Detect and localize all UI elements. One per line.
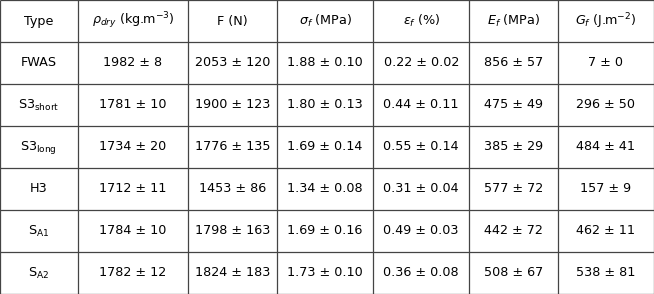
Text: 484 ± 41: 484 ± 41 bbox=[576, 141, 636, 153]
Text: 1453 ± 86: 1453 ± 86 bbox=[199, 183, 266, 196]
Text: 1784 ± 10: 1784 ± 10 bbox=[99, 225, 167, 238]
Text: $\rho_{dry}$ (kg.m$^{-3}$): $\rho_{dry}$ (kg.m$^{-3}$) bbox=[92, 11, 175, 31]
Text: 1776 ± 135: 1776 ± 135 bbox=[195, 141, 271, 153]
Text: 1712 ± 11: 1712 ± 11 bbox=[99, 183, 167, 196]
Text: $G_f$ (J.m$^{-2}$): $G_f$ (J.m$^{-2}$) bbox=[576, 11, 636, 31]
Text: S3$_{\mathregular{long}}$: S3$_{\mathregular{long}}$ bbox=[20, 138, 57, 156]
Text: H3: H3 bbox=[30, 183, 48, 196]
Text: $E_f$ (MPa): $E_f$ (MPa) bbox=[487, 13, 540, 29]
Text: 1982 ± 8: 1982 ± 8 bbox=[103, 56, 163, 69]
Text: 475 ± 49: 475 ± 49 bbox=[484, 98, 543, 111]
Text: 538 ± 81: 538 ± 81 bbox=[576, 266, 636, 280]
Text: 1798 ± 163: 1798 ± 163 bbox=[195, 225, 271, 238]
Text: FWAS: FWAS bbox=[21, 56, 57, 69]
Text: F (N): F (N) bbox=[218, 14, 248, 28]
Text: 0.31 ± 0.04: 0.31 ± 0.04 bbox=[383, 183, 459, 196]
Text: 1.73 ± 0.10: 1.73 ± 0.10 bbox=[287, 266, 363, 280]
Text: 1824 ± 183: 1824 ± 183 bbox=[195, 266, 271, 280]
Text: Type: Type bbox=[24, 14, 54, 28]
Text: 0.49 ± 0.03: 0.49 ± 0.03 bbox=[383, 225, 459, 238]
Text: 1734 ± 20: 1734 ± 20 bbox=[99, 141, 167, 153]
Text: S3$_{\mathregular{short}}$: S3$_{\mathregular{short}}$ bbox=[18, 97, 60, 113]
Text: 1781 ± 10: 1781 ± 10 bbox=[99, 98, 167, 111]
Text: $\varepsilon_f$ (%): $\varepsilon_f$ (%) bbox=[403, 13, 440, 29]
Text: 0.44 ± 0.11: 0.44 ± 0.11 bbox=[383, 98, 459, 111]
Text: S$_{\mathregular{A1}}$: S$_{\mathregular{A1}}$ bbox=[28, 223, 50, 238]
Text: 1.69 ± 0.14: 1.69 ± 0.14 bbox=[288, 141, 363, 153]
Text: 0.22 ± 0.02: 0.22 ± 0.02 bbox=[383, 56, 459, 69]
Text: 0.36 ± 0.08: 0.36 ± 0.08 bbox=[383, 266, 459, 280]
Text: 1782 ± 12: 1782 ± 12 bbox=[99, 266, 167, 280]
Text: 577 ± 72: 577 ± 72 bbox=[484, 183, 543, 196]
Text: 462 ± 11: 462 ± 11 bbox=[576, 225, 636, 238]
Text: 385 ± 29: 385 ± 29 bbox=[484, 141, 543, 153]
Text: 1.34 ± 0.08: 1.34 ± 0.08 bbox=[287, 183, 363, 196]
Text: 1.80 ± 0.13: 1.80 ± 0.13 bbox=[287, 98, 363, 111]
Text: 7 ± 0: 7 ± 0 bbox=[589, 56, 623, 69]
Text: 508 ± 67: 508 ± 67 bbox=[484, 266, 543, 280]
Text: 442 ± 72: 442 ± 72 bbox=[484, 225, 543, 238]
Text: 1900 ± 123: 1900 ± 123 bbox=[195, 98, 271, 111]
Text: 296 ± 50: 296 ± 50 bbox=[576, 98, 636, 111]
Text: 1.88 ± 0.10: 1.88 ± 0.10 bbox=[287, 56, 363, 69]
Text: 0.55 ± 0.14: 0.55 ± 0.14 bbox=[383, 141, 459, 153]
Text: 856 ± 57: 856 ± 57 bbox=[484, 56, 543, 69]
Text: 1.69 ± 0.16: 1.69 ± 0.16 bbox=[288, 225, 363, 238]
Text: 157 ± 9: 157 ± 9 bbox=[580, 183, 632, 196]
Text: S$_{\mathregular{A2}}$: S$_{\mathregular{A2}}$ bbox=[28, 265, 49, 280]
Text: 2053 ± 120: 2053 ± 120 bbox=[195, 56, 271, 69]
Text: $\sigma_f$ (MPa): $\sigma_f$ (MPa) bbox=[299, 13, 352, 29]
